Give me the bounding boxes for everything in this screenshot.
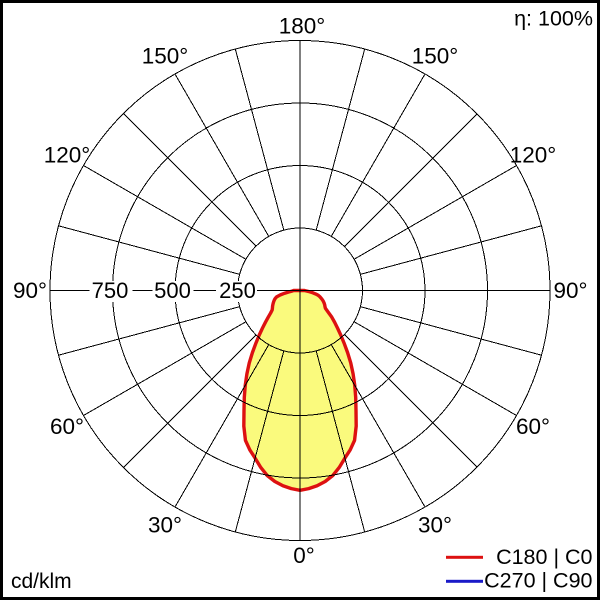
svg-text:C180 | C0: C180 | C0	[496, 545, 592, 569]
svg-text:120°: 120°	[44, 143, 91, 168]
svg-text:0°: 0°	[293, 543, 315, 568]
svg-text:90°: 90°	[13, 278, 47, 303]
svg-text:60°: 60°	[516, 414, 550, 439]
svg-text:30°: 30°	[418, 513, 452, 538]
svg-text:500: 500	[154, 278, 191, 303]
svg-text:η: 100%: η: 100%	[514, 7, 593, 31]
svg-text:750: 750	[92, 278, 129, 303]
svg-text:60°: 60°	[50, 414, 84, 439]
svg-text:250: 250	[219, 278, 256, 303]
svg-text:150°: 150°	[142, 44, 189, 69]
svg-text:180°: 180°	[279, 14, 326, 39]
svg-text:90°: 90°	[553, 278, 587, 303]
svg-text:150°: 150°	[412, 44, 459, 69]
svg-text:120°: 120°	[510, 143, 557, 168]
svg-text:30°: 30°	[148, 513, 182, 538]
svg-text:C270 | C90: C270 | C90	[484, 569, 592, 593]
svg-text:cd/klm: cd/klm	[11, 570, 72, 593]
